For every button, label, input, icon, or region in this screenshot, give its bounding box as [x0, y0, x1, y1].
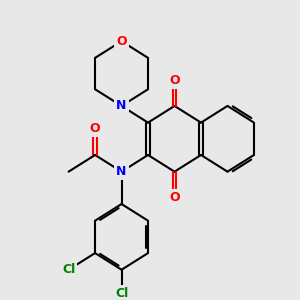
Text: N: N	[116, 165, 127, 178]
Text: O: O	[169, 191, 180, 204]
Text: N: N	[116, 99, 127, 112]
Text: Cl: Cl	[115, 287, 128, 300]
Text: Cl: Cl	[62, 263, 75, 276]
Text: O: O	[90, 122, 101, 135]
Text: O: O	[116, 35, 127, 48]
Text: O: O	[169, 74, 180, 87]
